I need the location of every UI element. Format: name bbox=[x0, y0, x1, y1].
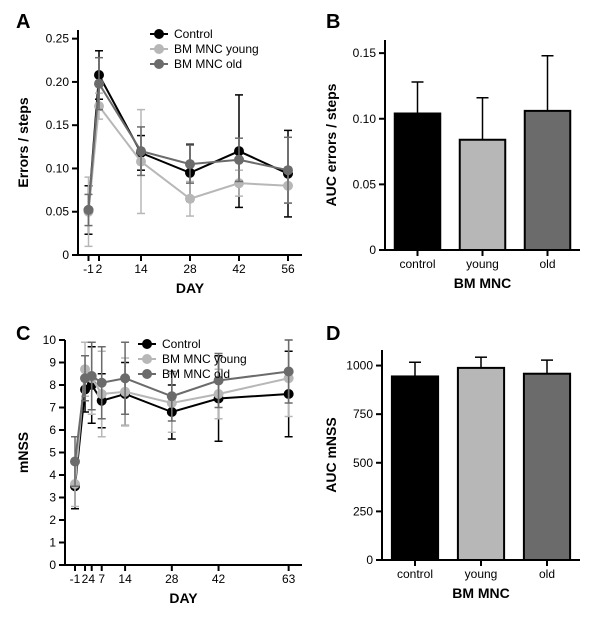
y-tick-label: 6 bbox=[49, 423, 56, 437]
y-tick-label: 4 bbox=[49, 468, 56, 482]
panel-label-C: C bbox=[16, 323, 30, 345]
bar bbox=[525, 111, 571, 250]
y-tick-label: 2 bbox=[49, 513, 56, 527]
series-marker bbox=[284, 367, 294, 377]
series-marker bbox=[84, 205, 94, 215]
x-tick-label: young bbox=[466, 257, 499, 271]
panel-label-D: D bbox=[326, 323, 340, 345]
bar bbox=[392, 376, 438, 560]
x-tick-label: control bbox=[399, 257, 435, 271]
series-marker bbox=[94, 79, 104, 89]
x-axis-label: BM MNC bbox=[454, 275, 512, 291]
y-tick-label: 0.25 bbox=[46, 32, 70, 46]
series-marker bbox=[97, 378, 107, 388]
series-marker bbox=[87, 371, 97, 381]
y-tick-label: 0.10 bbox=[46, 161, 70, 175]
y-tick-label: 0 bbox=[49, 558, 56, 572]
x-tick-label: 14 bbox=[118, 572, 132, 586]
x-tick-label: 28 bbox=[183, 262, 197, 276]
series-line bbox=[75, 369, 289, 484]
x-axis-label: DAY bbox=[176, 280, 205, 296]
series-marker bbox=[185, 194, 195, 204]
legend-label: BM MNC old bbox=[174, 57, 242, 71]
y-tick-label: 1 bbox=[49, 536, 56, 550]
x-tick-label: -1 bbox=[70, 572, 81, 586]
bar bbox=[395, 114, 441, 251]
y-tick-label: 0 bbox=[366, 553, 373, 567]
panel-label-B: B bbox=[326, 11, 340, 33]
legend-marker bbox=[142, 339, 152, 349]
x-tick-label: young bbox=[465, 567, 498, 581]
x-tick-label: old bbox=[539, 257, 555, 271]
x-axis-label: DAY bbox=[169, 590, 198, 606]
y-tick-label: 0.20 bbox=[46, 75, 70, 89]
y-tick-label: 0.05 bbox=[46, 205, 70, 219]
y-tick-label: 0.10 bbox=[353, 112, 377, 126]
legend-marker bbox=[154, 59, 164, 69]
y-axis-label: mNSS bbox=[15, 432, 31, 473]
legend-label: BM MNC old bbox=[162, 367, 230, 381]
y-tick-label: 5 bbox=[49, 446, 56, 460]
y-tick-label: 9 bbox=[49, 356, 56, 370]
y-tick-label: 0.05 bbox=[353, 177, 377, 191]
x-tick-label: 63 bbox=[282, 572, 296, 586]
y-tick-label: 3 bbox=[49, 491, 56, 505]
series-marker bbox=[120, 373, 130, 383]
legend-marker bbox=[142, 354, 152, 364]
y-tick-label: 8 bbox=[49, 378, 56, 392]
legend-label: Control bbox=[162, 337, 201, 351]
x-tick-label: 14 bbox=[134, 262, 148, 276]
x-tick-label: 7 bbox=[98, 572, 105, 586]
x-tick-label: 42 bbox=[212, 572, 226, 586]
bar bbox=[524, 374, 570, 560]
series-marker bbox=[167, 391, 177, 401]
x-tick-label: control bbox=[397, 567, 433, 581]
x-tick-label: 28 bbox=[165, 572, 179, 586]
y-axis-label: Errors / steps bbox=[15, 97, 31, 187]
x-tick-label: -1 bbox=[83, 262, 94, 276]
legend-marker bbox=[154, 29, 164, 39]
figure-root: ABCD00.050.100.150.200.25-1214284256DAYE… bbox=[0, 0, 600, 631]
x-tick-label: 4 bbox=[88, 572, 95, 586]
y-axis-label: AUC errors / steps bbox=[323, 83, 339, 206]
x-tick-label: 56 bbox=[281, 262, 295, 276]
y-tick-label: 750 bbox=[353, 407, 373, 421]
y-axis-label: AUC mNSS bbox=[323, 417, 339, 492]
y-tick-label: 7 bbox=[49, 401, 56, 415]
y-tick-label: 10 bbox=[43, 333, 57, 347]
series-marker bbox=[283, 165, 293, 175]
legend-label: BM MNC young bbox=[162, 352, 247, 366]
y-tick-label: 0 bbox=[369, 243, 376, 257]
y-tick-label: 500 bbox=[353, 456, 373, 470]
legend-label: BM MNC young bbox=[174, 42, 259, 56]
legend-marker bbox=[154, 44, 164, 54]
x-tick-label: old bbox=[539, 567, 555, 581]
y-tick-label: 250 bbox=[353, 504, 373, 518]
legend-label: Control bbox=[174, 27, 213, 41]
x-axis-label: BM MNC bbox=[452, 585, 510, 601]
y-tick-label: 1000 bbox=[346, 359, 373, 373]
series-marker bbox=[136, 146, 146, 156]
y-tick-label: 0 bbox=[62, 248, 69, 262]
x-tick-label: 2 bbox=[96, 262, 103, 276]
bar bbox=[458, 368, 504, 560]
y-tick-label: 0.15 bbox=[353, 46, 377, 60]
bar bbox=[460, 140, 506, 250]
series-marker bbox=[185, 159, 195, 169]
series-marker bbox=[234, 155, 244, 165]
legend-marker bbox=[142, 369, 152, 379]
panel-label-A: A bbox=[16, 11, 30, 33]
y-tick-label: 0.15 bbox=[46, 118, 70, 132]
x-tick-label: 42 bbox=[232, 262, 246, 276]
series-line bbox=[89, 75, 289, 210]
series-line bbox=[89, 84, 289, 210]
series-marker bbox=[70, 457, 80, 467]
